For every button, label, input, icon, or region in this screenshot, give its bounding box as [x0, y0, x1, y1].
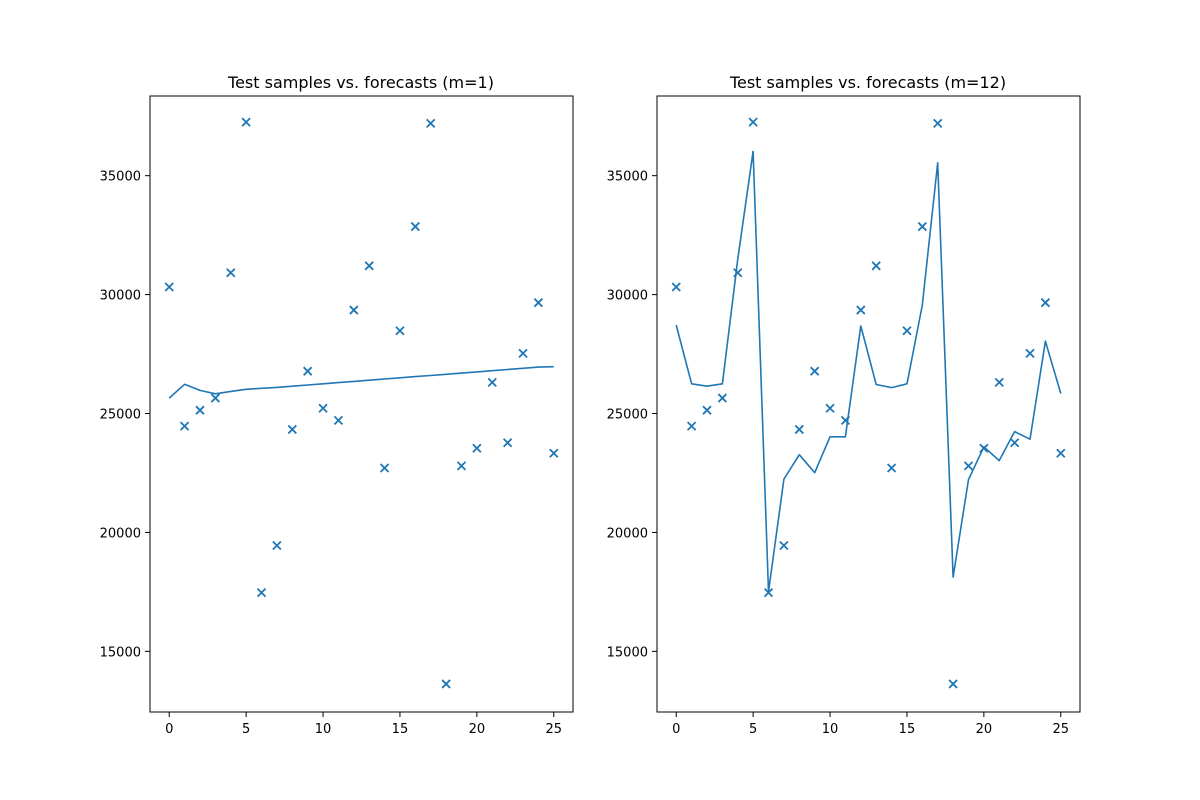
test-sample-marker [856, 305, 866, 315]
test-sample-marker [364, 261, 374, 271]
test-sample-marker [410, 221, 420, 232]
test-sample-marker [779, 540, 789, 551]
y-tick-label: 30000 [607, 289, 648, 304]
test-sample-marker [256, 587, 267, 598]
x-tick-label: 25 [545, 722, 562, 737]
test-sample-marker [794, 424, 804, 435]
test-sample-marker [886, 463, 897, 473]
test-sample-marker [810, 366, 820, 376]
subplot-left: Test samples vs. forecasts (m=1) 0 5 10 15 2… [100, 73, 574, 737]
plot-frame [656, 95, 1081, 713]
test-sample-marker [686, 421, 697, 431]
test-sample-marker [933, 118, 943, 128]
x-tick-label: 0 [672, 722, 680, 737]
x-tick-label: 20 [469, 722, 486, 737]
y-tick-label: 35000 [607, 170, 648, 185]
test-sample-marker [272, 540, 282, 551]
test-sample-marker [426, 118, 436, 128]
subplot-right: Test samples vs. forecasts (m=12) 0 5 10 15… [607, 73, 1081, 737]
test-sample-marker [441, 679, 451, 689]
x-tick-label: 15 [392, 722, 409, 737]
test-sample-marker [195, 405, 205, 415]
test-sample-marker [287, 424, 297, 435]
forecast-line [675, 150, 1062, 593]
test-sample-marker [871, 261, 881, 271]
test-sample-marker [318, 403, 328, 413]
test-sample-marker [472, 443, 482, 453]
y-tick-label: 15000 [100, 645, 141, 660]
test-sample-marker [518, 348, 528, 358]
test-sample-marker [303, 366, 313, 376]
x-tick-label: 15 [899, 722, 916, 737]
y-tick-label: 25000 [100, 408, 141, 423]
test-sample-marker [948, 679, 958, 689]
x-tick-label: 25 [1052, 722, 1069, 737]
test-sample-marker [456, 461, 467, 471]
test-sample-marker [825, 403, 835, 413]
x-tick-label: 5 [749, 722, 757, 737]
test-sample-marker [179, 421, 190, 431]
test-sample-marker [333, 415, 344, 426]
y-tick-label: 20000 [100, 526, 141, 541]
test-sample-marker [241, 117, 251, 127]
test-sample-marker [702, 405, 712, 415]
test-sample-marker [671, 282, 681, 292]
test-sample-marker [1025, 348, 1035, 358]
test-sample-marker [349, 305, 359, 315]
test-sample-marker [1056, 448, 1066, 458]
test-sample-marker [210, 393, 221, 403]
test-sample-marker [763, 587, 774, 598]
chart-title: Test samples vs. forecasts (m=12) [729, 73, 1006, 92]
test-sample-marker [164, 282, 174, 292]
x-tick-label: 0 [165, 722, 173, 737]
test-sample-marker [748, 117, 758, 127]
plot-frame [149, 95, 574, 713]
test-sample-marker [1009, 438, 1020, 448]
test-sample-marker [533, 298, 544, 308]
test-sample-marker [549, 448, 559, 458]
y-tick-label: 15000 [607, 645, 648, 660]
y-tick-label: 20000 [607, 526, 648, 541]
chart-title: Test samples vs. forecasts (m=1) [227, 73, 494, 92]
forecast-line [168, 365, 554, 399]
test-sample-marker [395, 326, 405, 336]
test-sample-marker [917, 221, 927, 232]
x-tick-label: 20 [976, 722, 993, 737]
test-sample-marker [379, 463, 390, 473]
test-sample-marker [502, 438, 513, 448]
y-tick-label: 35000 [100, 170, 141, 185]
test-sample-marker [487, 377, 497, 387]
test-sample-marker [963, 461, 974, 471]
x-tick-label: 5 [242, 722, 250, 737]
x-tick-label: 10 [822, 722, 839, 737]
test-sample-marker [994, 377, 1004, 387]
x-tick-label: 10 [315, 722, 332, 737]
test-sample-marker [902, 326, 912, 336]
y-tick-label: 30000 [100, 289, 141, 304]
y-tick-label: 25000 [607, 408, 648, 423]
test-sample-marker [717, 393, 728, 403]
test-sample-marker [1040, 298, 1051, 308]
test-sample-marker [226, 268, 236, 278]
